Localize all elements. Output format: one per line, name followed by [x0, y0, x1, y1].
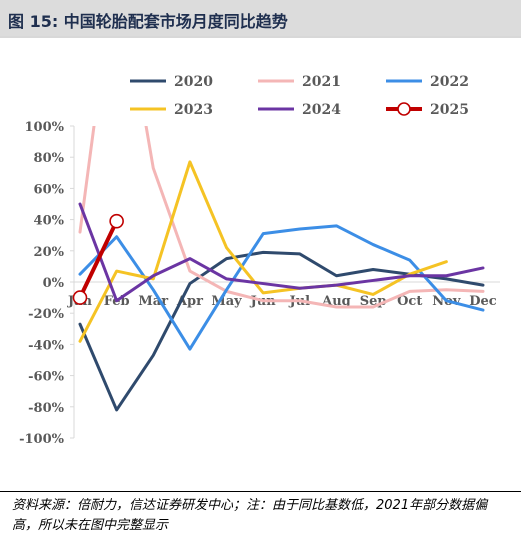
- x-tick-label: Mar: [138, 294, 168, 309]
- figure-title: 图 15: 中国轮胎配套市场月度同比趋势: [8, 12, 288, 31]
- marker-layer: [72, 213, 124, 305]
- legend-marker-2025: [397, 102, 411, 116]
- y-tick-label: 80%: [34, 151, 65, 166]
- data-point-2025: [109, 213, 124, 229]
- series-line-2021: [78, 126, 485, 309]
- x-tick-label: May: [211, 294, 242, 309]
- series-layer: [78, 126, 485, 412]
- y-tick-label: 20%: [34, 245, 65, 260]
- y-tick-label: -20%: [28, 307, 64, 322]
- legend-label-2022: 2022: [430, 74, 469, 90]
- legend-label-2021: 2021: [302, 74, 341, 90]
- series-line-2025: [78, 219, 119, 300]
- y-tick-label: -40%: [28, 338, 64, 353]
- line-chart: 2020 2021 2022 2023 2024 2025 100% 80% 60% 40% 20…: [19, 74, 500, 447]
- y-tick-label: -80%: [28, 401, 64, 416]
- series-line-2023: [78, 160, 448, 343]
- y-tick-label: 60%: [34, 182, 65, 197]
- data-point-2025: [72, 290, 88, 305]
- y-tick-label: 0%: [43, 276, 65, 291]
- y-tick-label: -100%: [19, 432, 65, 447]
- legend: 2020 2021 2022 2023 2024 2025: [130, 74, 469, 118]
- series-line-2024: [78, 202, 485, 303]
- y-tick-label: 40%: [34, 214, 65, 229]
- legend-label-2025: 2025: [430, 102, 469, 118]
- footer-divider: [0, 491, 521, 492]
- series-line-2022: [78, 224, 485, 351]
- source-note: 资料来源：倍耐力，信达证券研发中心；注：由于同比基数低，2021年部分数据偏高，…: [12, 498, 488, 533]
- y-tick-label: -60%: [28, 370, 64, 385]
- y-tick-label: 100%: [25, 120, 65, 135]
- figure-title-bar: 图 15: 中国轮胎配套市场月度同比趋势: [0, 0, 521, 38]
- x-tick-label: Dec: [469, 294, 497, 309]
- legend-label-2024: 2024: [302, 102, 341, 118]
- x-tick-label: Oct: [397, 294, 422, 309]
- legend-label-2020: 2020: [174, 74, 213, 90]
- legend-label-2023: 2023: [174, 102, 213, 118]
